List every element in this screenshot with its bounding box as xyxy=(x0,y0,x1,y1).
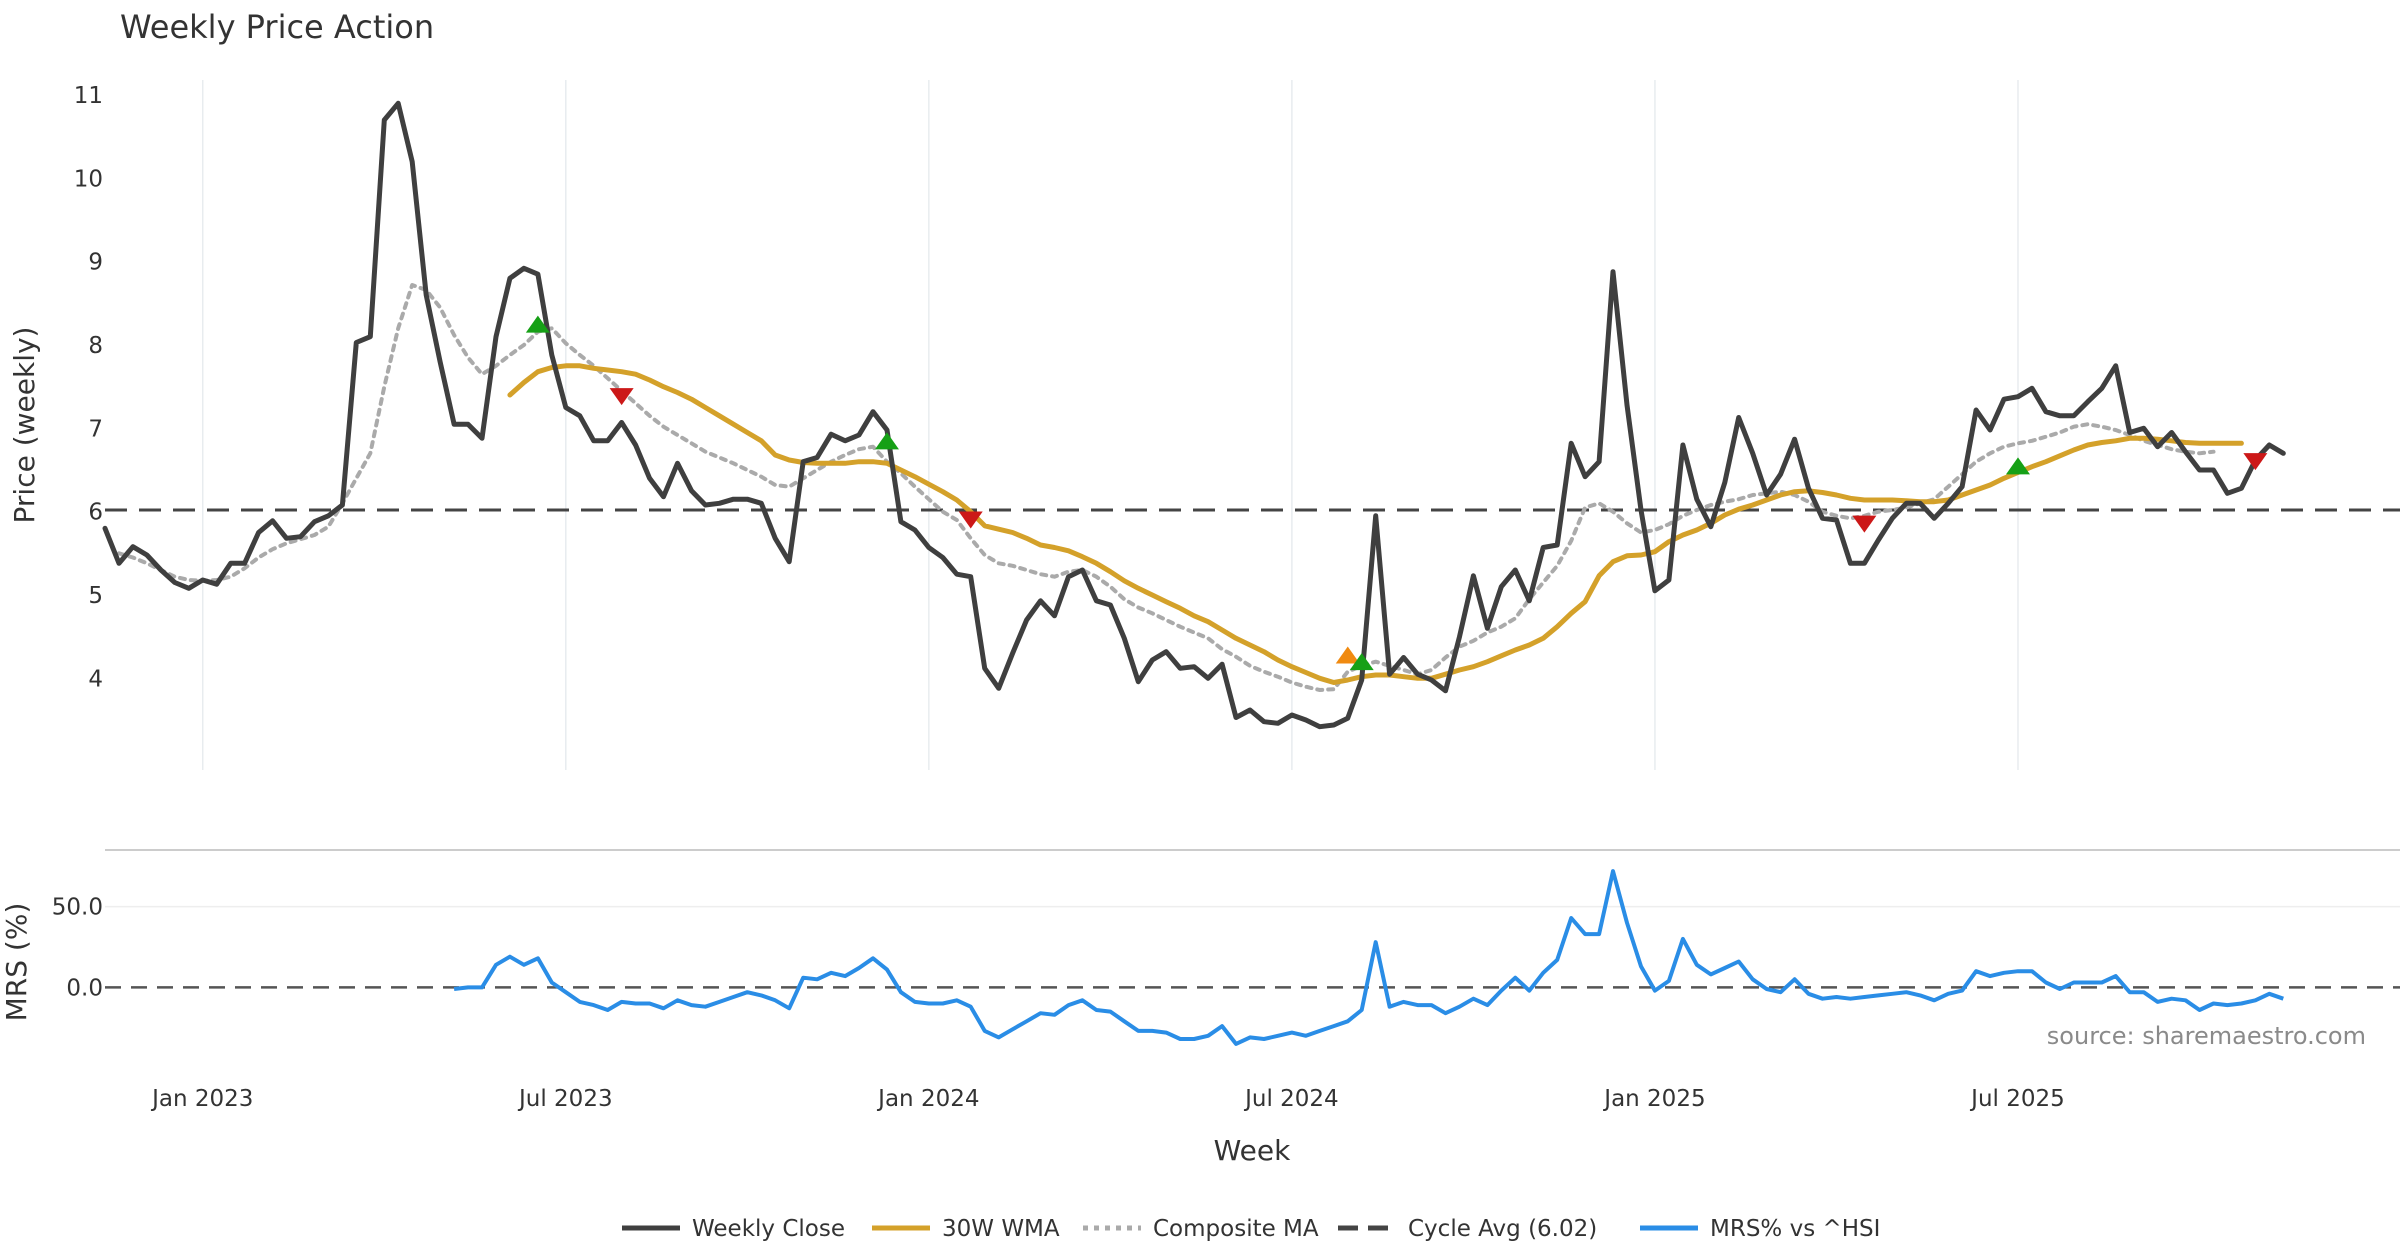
sell-signal-marker xyxy=(1852,515,1877,533)
chart-title: Weekly Price Action xyxy=(120,8,434,46)
mrs-y-axis: 50.0 0.0 xyxy=(52,895,103,1002)
sell-signal-marker xyxy=(609,388,634,406)
mrs-y-label: MRS (%) xyxy=(0,903,33,1022)
x-tick-label: Jul 2024 xyxy=(1243,1086,1339,1112)
mrs-series xyxy=(453,869,2284,1046)
legend-label: Weekly Close xyxy=(692,1216,845,1242)
series-composite-ma xyxy=(117,283,2216,692)
legend: Weekly Close 30W WMA Composite MA Cycle Avg… xyxy=(622,1216,1880,1242)
sell-signal-marker xyxy=(2243,453,2268,471)
x-axis: Jan 2023 Jul 2023 Jan 2024 Jul 2024 Jan 2025… xyxy=(150,1086,2065,1112)
price-y-axis: 4 5 6 7 8 9 10 11 xyxy=(74,83,103,692)
price-y-label: Price (weekly) xyxy=(8,327,41,524)
legend-label: 30W WMA xyxy=(942,1216,1060,1242)
mrs-tick-label: 50.0 xyxy=(52,895,103,921)
buy-signal-marker xyxy=(1335,646,1360,664)
x-tick-label: Jul 2023 xyxy=(517,1086,613,1112)
sell-signal-marker xyxy=(958,511,983,529)
x-tick-label: Jul 2025 xyxy=(1969,1086,2065,1112)
price-tick-label: 6 xyxy=(88,500,103,526)
price-tick-label: 8 xyxy=(88,333,103,359)
price-tick-label: 9 xyxy=(88,250,103,276)
vertical-grid xyxy=(105,80,2400,908)
source-note: source: sharemaestro.com xyxy=(2047,1022,2366,1050)
series-weekly-close xyxy=(102,100,2286,730)
buy-signal-marker xyxy=(874,432,899,450)
signal-markers xyxy=(525,315,2268,671)
price-series xyxy=(102,100,2286,730)
x-axis-label: Week xyxy=(1214,1134,1291,1167)
legend-label: MRS% vs ^HSI xyxy=(1710,1216,1880,1242)
series-mrs-vs-hsi xyxy=(453,869,2284,1046)
price-tick-label: 7 xyxy=(88,416,103,442)
legend-label: Composite MA xyxy=(1153,1216,1319,1242)
x-tick-label: Jan 2025 xyxy=(1602,1086,1705,1112)
price-tick-label: 5 xyxy=(88,583,103,609)
buy-signal-marker xyxy=(525,315,550,333)
x-tick-label: Jan 2024 xyxy=(876,1086,979,1112)
mrs-tick-label: 0.0 xyxy=(66,975,103,1001)
legend-label: Cycle Avg (6.02) xyxy=(1408,1216,1597,1242)
x-tick-label: Jan 2023 xyxy=(150,1086,253,1112)
buy-signal-marker xyxy=(1349,653,1374,671)
reference-lines xyxy=(105,508,2400,989)
price-tick-label: 10 xyxy=(74,166,103,192)
buy-signal-marker xyxy=(2005,457,2030,475)
price-tick-label: 11 xyxy=(74,83,103,109)
price-tick-label: 4 xyxy=(88,666,103,692)
